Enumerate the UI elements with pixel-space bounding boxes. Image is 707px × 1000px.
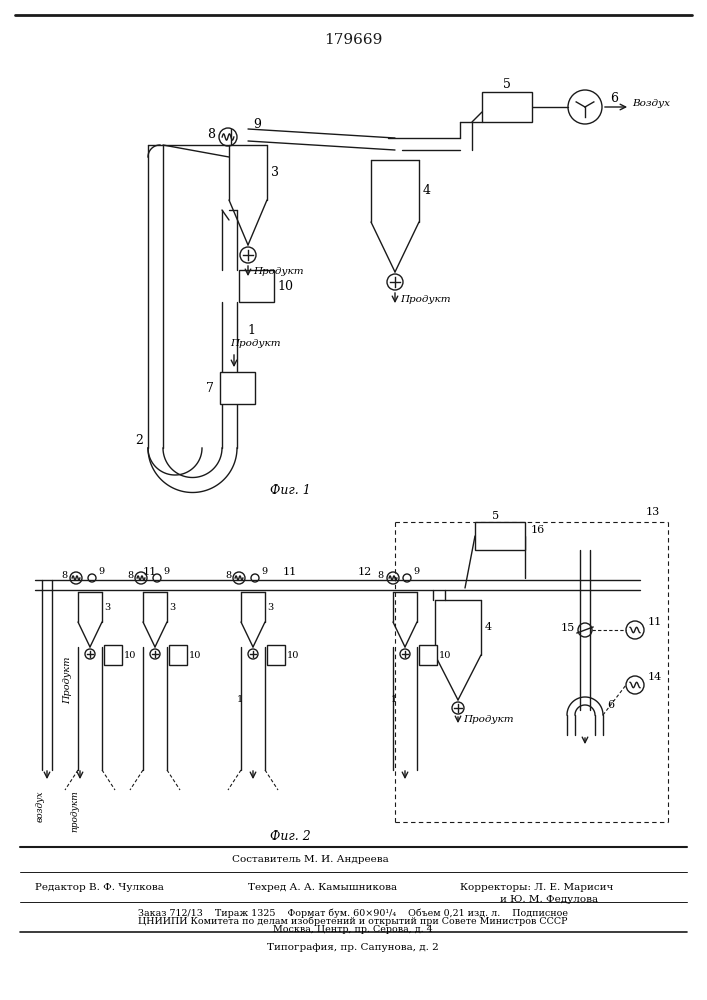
Text: 9: 9 — [261, 568, 267, 576]
Bar — [169, 645, 187, 665]
Text: 10: 10 — [277, 279, 293, 292]
Text: Техред А. А. Камышникова: Техред А. А. Камышникова — [248, 882, 397, 892]
Text: 4: 4 — [423, 184, 431, 198]
Bar — [239, 270, 274, 302]
Text: 3: 3 — [267, 602, 273, 611]
Text: Продукт: Продукт — [64, 656, 73, 704]
Text: 1: 1 — [247, 324, 255, 336]
Text: 8: 8 — [127, 572, 133, 580]
Text: 8: 8 — [377, 572, 383, 580]
Text: 1: 1 — [237, 696, 243, 704]
Text: 1: 1 — [391, 696, 397, 704]
Text: 16: 16 — [531, 525, 545, 535]
Text: Фиг. 2: Фиг. 2 — [269, 830, 310, 844]
Text: 2: 2 — [135, 434, 143, 446]
Text: 6: 6 — [607, 700, 614, 710]
Text: 8: 8 — [225, 572, 231, 580]
Text: 5: 5 — [493, 511, 500, 521]
Text: Продукт: Продукт — [463, 716, 513, 724]
Text: Москва, Центр, пр. Серова, д. 4: Москва, Центр, пр. Серова, д. 4 — [273, 924, 433, 934]
Text: 10: 10 — [287, 650, 299, 660]
Bar — [482, 92, 532, 122]
Text: Продукт: Продукт — [400, 294, 450, 304]
Text: Корректоры: Л. Е. Марисич: Корректоры: Л. Е. Марисич — [460, 882, 614, 892]
Text: 9: 9 — [253, 118, 261, 131]
Text: продукт: продукт — [71, 790, 79, 832]
Text: Продукт: Продукт — [230, 339, 281, 348]
Text: 11: 11 — [143, 567, 157, 577]
Text: 9: 9 — [98, 568, 104, 576]
Text: 14: 14 — [648, 672, 662, 682]
Text: 8: 8 — [62, 572, 68, 580]
Text: 11: 11 — [648, 617, 662, 627]
Text: 3: 3 — [104, 602, 110, 611]
Text: Редактор В. Ф. Чулкова: Редактор В. Ф. Чулкова — [35, 882, 164, 892]
Text: ЦНИИПИ Комитета по делам изобретений и открытий при Совете Министров СССР: ЦНИИПИ Комитета по делам изобретений и о… — [139, 916, 568, 926]
Text: 13: 13 — [645, 507, 660, 517]
Bar — [104, 645, 122, 665]
Text: 11: 11 — [283, 567, 297, 577]
Text: Заказ 712/13    Тираж 1325    Формат бум. 60×90¹/₄    Объем 0,21 изд. л.    Подп: Заказ 712/13 Тираж 1325 Формат бум. 60×9… — [138, 908, 568, 918]
Text: 10: 10 — [439, 650, 451, 660]
Text: 4: 4 — [485, 622, 492, 633]
Text: Продукт: Продукт — [253, 267, 303, 276]
Bar — [475, 522, 525, 550]
Text: 3: 3 — [271, 166, 279, 179]
Text: 8: 8 — [207, 128, 215, 141]
Text: 5: 5 — [503, 79, 511, 92]
Text: 3: 3 — [169, 602, 175, 611]
Text: Воздух: Воздух — [632, 99, 670, 107]
Text: 10: 10 — [189, 650, 201, 660]
Text: 7: 7 — [206, 381, 214, 394]
Text: 9: 9 — [163, 568, 169, 576]
Text: 179669: 179669 — [324, 33, 382, 47]
Text: 6: 6 — [610, 93, 618, 105]
Text: 15: 15 — [561, 623, 575, 633]
Text: Типография, пр. Сапунова, д. 2: Типография, пр. Сапунова, д. 2 — [267, 942, 439, 952]
Bar — [419, 645, 437, 665]
Text: 10: 10 — [124, 650, 136, 660]
Text: 9: 9 — [413, 568, 419, 576]
Bar — [267, 645, 285, 665]
Text: и Ю. М. Федулова: и Ю. М. Федулова — [500, 894, 598, 904]
Bar — [220, 372, 255, 404]
Text: 12: 12 — [358, 567, 372, 577]
Text: воздух: воздух — [35, 790, 45, 822]
Text: Фиг. 1: Фиг. 1 — [269, 484, 310, 496]
Text: Составитель М. И. Андреева: Составитель М. И. Андреева — [232, 854, 388, 863]
